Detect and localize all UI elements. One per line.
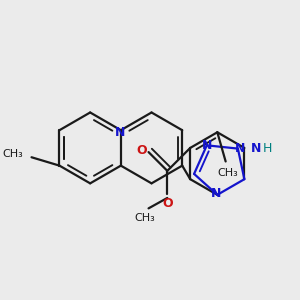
Text: H: H: [262, 142, 272, 155]
Text: N: N: [202, 139, 212, 152]
Text: CH₃: CH₃: [134, 213, 155, 223]
Text: O: O: [136, 143, 147, 157]
Text: CH₃: CH₃: [218, 168, 238, 178]
Text: N: N: [251, 142, 261, 155]
Text: N: N: [115, 126, 125, 139]
Text: CH₃: CH₃: [2, 149, 23, 159]
Text: N: N: [235, 142, 245, 155]
Text: N: N: [211, 187, 221, 200]
Text: O: O: [162, 197, 172, 210]
